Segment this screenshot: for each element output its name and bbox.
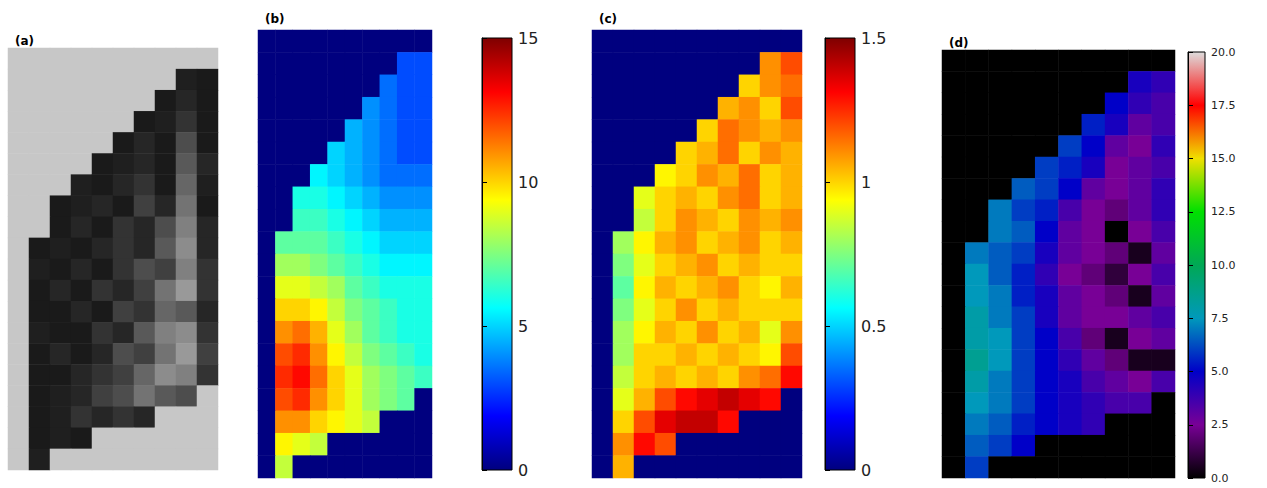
- svg-text:1.5: 1.5: [861, 29, 886, 48]
- svg-text:(d): (d): [949, 36, 969, 50]
- svg-text:(a): (a): [15, 34, 34, 48]
- svg-text:5: 5: [518, 317, 528, 336]
- svg-text:10: 10: [518, 173, 538, 192]
- svg-text:15.0: 15.0: [1211, 152, 1236, 165]
- svg-text:15: 15: [518, 29, 538, 48]
- svg-text:12.5: 12.5: [1211, 205, 1236, 218]
- svg-text:2.5: 2.5: [1211, 418, 1229, 431]
- svg-text:7.5: 7.5: [1211, 312, 1229, 325]
- svg-text:0.0: 0.0: [1211, 472, 1229, 485]
- svg-text:20.0: 20.0: [1211, 46, 1236, 59]
- svg-text:(b): (b): [265, 12, 285, 26]
- svg-text:17.5: 17.5: [1211, 99, 1236, 112]
- svg-text:0.5: 0.5: [861, 317, 886, 336]
- svg-text:0: 0: [861, 461, 871, 480]
- svg-text:5.0: 5.0: [1211, 365, 1229, 378]
- svg-text:(c): (c): [599, 12, 617, 26]
- svg-text:1: 1: [861, 173, 871, 192]
- svg-text:0: 0: [518, 461, 528, 480]
- svg-text:10.0: 10.0: [1211, 259, 1236, 272]
